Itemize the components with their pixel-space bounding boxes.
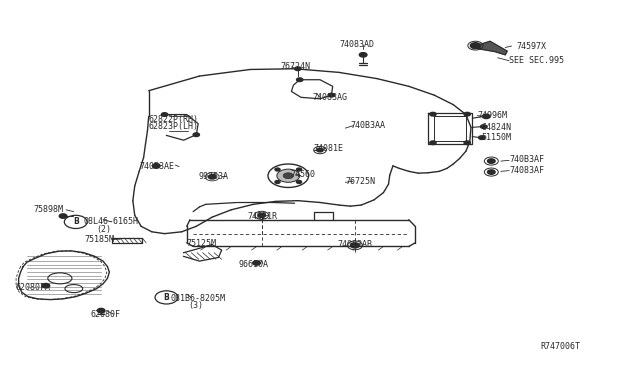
Circle shape [429,112,436,116]
Circle shape [464,112,470,116]
Text: (2): (2) [97,225,111,234]
Circle shape [97,308,105,313]
Circle shape [464,141,470,145]
Circle shape [209,174,216,179]
Text: 96610A: 96610A [239,260,269,269]
Text: 75125M: 75125M [187,240,217,248]
Polygon shape [477,41,507,55]
Circle shape [359,52,367,57]
Circle shape [488,170,495,174]
Text: 74996M: 74996M [477,111,508,120]
Text: SEE SEC.995: SEE SEC.995 [509,56,564,65]
Circle shape [479,136,485,140]
Circle shape [296,78,303,81]
Text: 64824N: 64824N [482,122,512,132]
Text: 740B3AA: 740B3AA [351,121,385,130]
Text: 62080FA: 62080FA [15,283,51,292]
Text: (3): (3) [188,301,203,310]
Text: R747006T: R747006T [541,342,580,351]
Circle shape [296,180,301,183]
Circle shape [488,159,495,163]
Text: 74083AD: 74083AD [339,40,374,49]
Text: 75185M: 75185M [84,235,114,244]
Circle shape [328,93,335,97]
Circle shape [317,148,323,152]
Text: 74821R: 74821R [247,212,277,221]
Text: 99753A: 99753A [198,171,228,181]
Text: 740B3AE: 740B3AE [139,162,174,171]
Text: 081B6-8205M: 081B6-8205M [171,294,226,303]
Circle shape [481,125,487,128]
Circle shape [161,113,168,116]
Text: 62822P(RH): 62822P(RH) [148,115,198,124]
Text: B: B [164,293,170,302]
Circle shape [294,67,301,71]
Text: 75898M: 75898M [33,205,63,214]
Text: 74081E: 74081E [314,144,344,154]
Text: 51150M: 51150M [482,134,512,142]
Circle shape [277,169,300,182]
Circle shape [60,214,67,218]
Circle shape [275,168,280,171]
Text: B: B [73,217,79,227]
Text: 62080F: 62080F [90,310,120,319]
Circle shape [429,141,436,145]
Text: 62823P(LH): 62823P(LH) [148,122,198,131]
Circle shape [152,164,160,168]
Circle shape [351,243,359,248]
Text: 76724N: 76724N [280,62,310,71]
Circle shape [258,213,266,218]
Text: 74083AF: 74083AF [509,166,544,175]
Text: 76725N: 76725N [346,177,376,186]
Circle shape [483,114,490,119]
Circle shape [42,283,50,288]
Text: 74560: 74560 [290,170,315,179]
Text: 08L46-6165H: 08L46-6165H [84,217,139,227]
Text: 74083AB: 74083AB [337,240,372,249]
Circle shape [470,43,481,49]
Text: 74597X: 74597X [516,42,547,51]
Text: 74083AG: 74083AG [312,93,348,102]
Circle shape [296,168,301,171]
Circle shape [284,173,293,179]
Circle shape [193,133,200,137]
Text: 740B3AF: 740B3AF [509,155,544,164]
Circle shape [253,261,260,265]
Circle shape [275,180,280,183]
